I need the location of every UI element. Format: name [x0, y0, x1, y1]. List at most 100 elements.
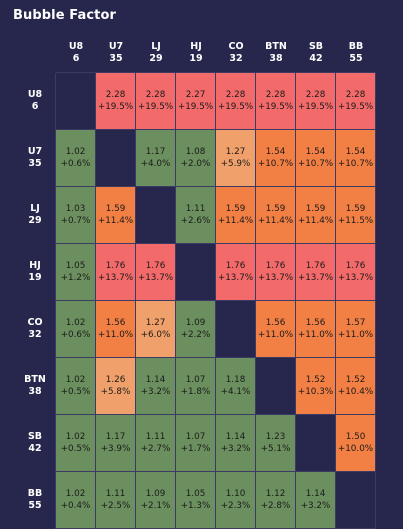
cell-delta: +2.7%: [140, 444, 171, 454]
cell-delta: +1.3%: [180, 501, 211, 511]
cell-delta: +2.0%: [180, 159, 211, 169]
column-position-label: SB: [308, 41, 324, 52]
row-header: SB 42: [16, 415, 54, 471]
row-position-label: HJ: [29, 260, 41, 271]
chart-title: Bubble Factor: [13, 8, 117, 23]
cell-value: 1.05: [65, 261, 86, 271]
cell-delta: +13.7%: [97, 273, 134, 283]
heatmap-cell: 1.59 +11.5%: [336, 187, 375, 243]
cell-value: 1.57: [345, 318, 366, 328]
heatmap-cell: 1.52 +10.3%: [296, 358, 335, 414]
cell-value: 1.14: [225, 432, 246, 442]
heatmap-cell: 1.07 +1.8%: [176, 358, 215, 414]
cell-value: 2.28: [305, 90, 326, 100]
column-header: BB 55: [336, 39, 376, 67]
cell-value: 1.26: [105, 375, 126, 385]
cell-value: 1.52: [345, 375, 366, 385]
cell-delta: +19.5%: [137, 102, 174, 112]
cell-delta: +5.1%: [260, 444, 291, 454]
cell-delta: +11.5%: [337, 216, 374, 226]
grid-line-vertical: [295, 73, 296, 529]
heatmap-cell: 1.59 +11.4%: [296, 187, 335, 243]
cell-value: 1.76: [265, 261, 286, 271]
cell-value: 2.28: [345, 90, 366, 100]
heatmap-cell: 1.03 +0.7%: [56, 187, 95, 243]
column-stack-label: 55: [349, 53, 363, 64]
column-header: U8 6: [56, 39, 96, 67]
column-header: LJ 29: [136, 39, 176, 67]
heatmap-cell: 1.11 +2.5%: [96, 472, 135, 528]
cell-delta: +10.7%: [257, 159, 294, 169]
cell-value: 1.54: [345, 147, 366, 157]
cell-delta: +10.0%: [337, 444, 374, 454]
row-position-label: BB: [27, 488, 43, 499]
heatmap-cell: 1.09 +2.2%: [176, 301, 215, 357]
heatmap-cell: 1.54 +10.7%: [256, 130, 295, 186]
cell-value: 2.28: [105, 90, 126, 100]
heatmap-cell-empty: [136, 187, 175, 243]
column-header: BTN 38: [256, 39, 296, 67]
heatmap-cell: 1.02 +0.5%: [56, 358, 95, 414]
heatmap-cell: 1.27 +5.9%: [216, 130, 255, 186]
row-position-label: SB: [27, 431, 43, 442]
heatmap-cell: 1.56 +11.0%: [296, 301, 335, 357]
row-header: BB 55: [16, 472, 54, 528]
cell-delta: +10.3%: [297, 387, 334, 397]
cell-delta: +10.4%: [337, 387, 374, 397]
heatmap-cell: 1.54 +10.7%: [296, 130, 335, 186]
heatmap-cell: 1.14 +3.2%: [216, 415, 255, 471]
cell-delta: +3.2%: [300, 501, 331, 511]
cell-delta: +3.2%: [220, 444, 251, 454]
row-stack-label: 38: [28, 386, 42, 397]
cell-value: 1.59: [225, 204, 246, 214]
row-position-label: U7: [27, 146, 43, 157]
cell-delta: +1.7%: [180, 444, 211, 454]
cell-value: 1.09: [145, 489, 166, 499]
heatmap-cell: 1.23 +5.1%: [256, 415, 295, 471]
heatmap-cell: 2.28 +19.5%: [336, 73, 375, 129]
cell-value: 1.11: [105, 489, 126, 499]
cell-delta: +2.8%: [260, 501, 291, 511]
heatmap-cell: 1.02 +0.6%: [56, 130, 95, 186]
heatmap-cell-empty: [176, 244, 215, 300]
heatmap-cell: 1.02 +0.6%: [56, 301, 95, 357]
column-stack-label: 35: [109, 53, 123, 64]
cell-delta: +10.7%: [297, 159, 334, 169]
heatmap-cell: 2.28 +19.5%: [136, 73, 175, 129]
column-stack-label: 6: [72, 53, 80, 64]
cell-delta: +4.0%: [140, 159, 171, 169]
cell-value: 1.07: [185, 432, 206, 442]
cell-delta: +13.7%: [257, 273, 294, 283]
cell-value: 1.76: [145, 261, 166, 271]
cell-value: 1.11: [145, 432, 166, 442]
row-position-label: BTN: [24, 374, 46, 385]
heatmap-cell: 1.76 +13.7%: [96, 244, 135, 300]
cell-value: 1.52: [305, 375, 326, 385]
cell-delta: +2.5%: [100, 501, 131, 511]
row-position-label: LJ: [30, 203, 40, 214]
row-header: BTN 38: [16, 358, 54, 414]
heatmap-cell: 1.54 +10.7%: [336, 130, 375, 186]
column-stack-label: 29: [149, 53, 163, 64]
row-position-label: CO: [27, 317, 43, 328]
heatmap-cell: 1.02 +0.5%: [56, 415, 95, 471]
heatmap-cell-empty: [56, 73, 95, 129]
cell-delta: +2.6%: [180, 216, 211, 226]
cell-value: 1.02: [65, 318, 86, 328]
grid-line-horizontal: [56, 129, 376, 130]
row-stack-label: 29: [28, 215, 42, 226]
cell-value: 1.02: [65, 147, 86, 157]
cell-delta: +11.4%: [297, 216, 334, 226]
cell-delta: +13.7%: [337, 273, 374, 283]
heatmap-cell: 1.56 +11.0%: [96, 301, 135, 357]
cell-value: 1.02: [65, 375, 86, 385]
grid-line-vertical: [375, 73, 376, 529]
cell-delta: +0.7%: [60, 216, 91, 226]
heatmap-cell: 1.26 +5.8%: [96, 358, 135, 414]
grid-line-vertical: [55, 73, 56, 529]
grid-line-horizontal: [56, 414, 376, 415]
heatmap-cell: 1.17 +4.0%: [136, 130, 175, 186]
cell-delta: +0.6%: [60, 159, 91, 169]
heatmap-cell: 1.11 +2.7%: [136, 415, 175, 471]
cell-delta: +11.0%: [97, 330, 134, 340]
